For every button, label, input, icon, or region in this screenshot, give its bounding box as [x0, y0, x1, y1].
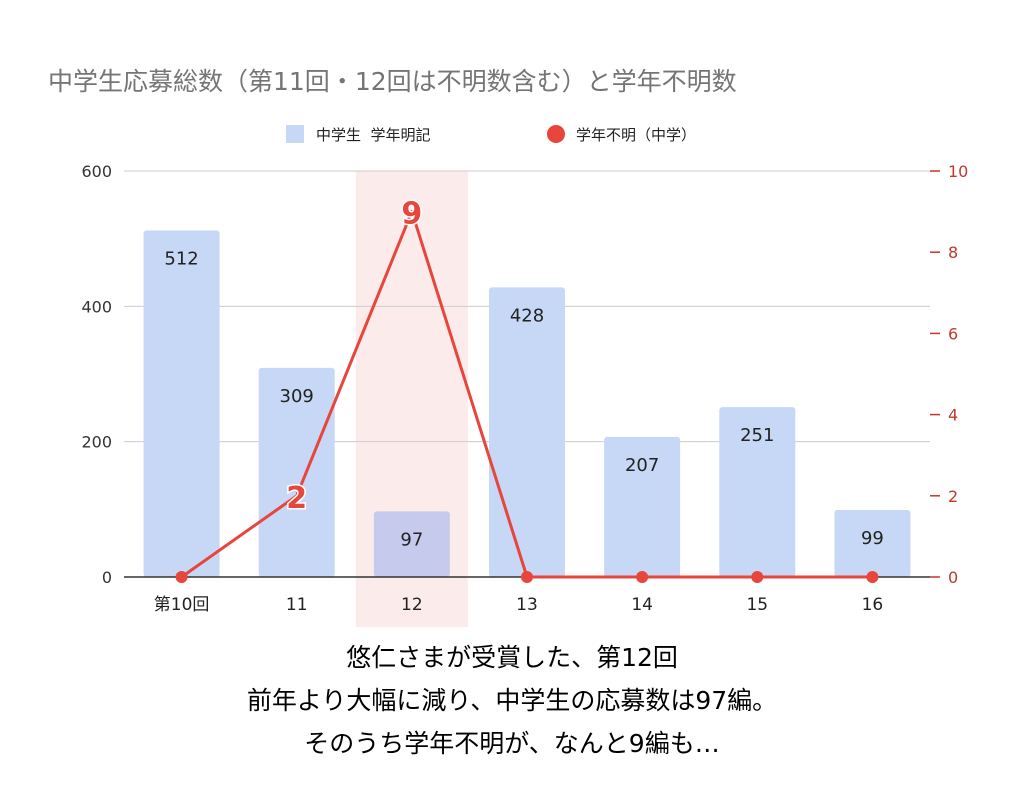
- bar-value-label: 251: [740, 425, 774, 446]
- chart: 中学生応募総数（第11回・12回は不明数含む）と学年不明数 中学生 学年明記 学…: [48, 67, 968, 627]
- bar-value-label: 428: [510, 305, 544, 326]
- bar: [373, 511, 450, 577]
- y-right-tick-label: 4: [948, 406, 958, 425]
- bar: [489, 287, 565, 577]
- bar: [834, 510, 911, 577]
- caption-line-1: 悠仁さまが受賞した、第12回: [346, 643, 678, 672]
- caption-line-3: そのうち学年不明が、なんと9編も…: [304, 729, 720, 758]
- x-tick-label: 16: [862, 595, 884, 615]
- x-tick-label: 第10回: [154, 595, 210, 615]
- caption-line-2: 前年より大幅に減り、中学生の応募数は97編。: [246, 686, 778, 715]
- legend: 中学生 学年明記 学年不明（中学）: [286, 125, 696, 144]
- y-left-tick-label: 0: [102, 568, 112, 587]
- bar-value-label: 97: [400, 529, 423, 550]
- bar: [604, 436, 681, 577]
- y-right-tick-label: 6: [948, 324, 958, 343]
- line-point: [866, 571, 879, 583]
- chart-title: 中学生応募総数（第11回・12回は不明数含む）と学年不明数: [48, 67, 737, 96]
- bar-value-label: 99: [861, 528, 884, 549]
- line-point: [175, 571, 188, 583]
- legend-swatch-bars: [286, 125, 304, 143]
- x-tick-label: 13: [516, 595, 538, 615]
- y-left-tick-label: 400: [81, 297, 112, 316]
- y-left-tick-label: 600: [81, 162, 112, 181]
- x-tick-label: 14: [631, 595, 653, 615]
- y-right-tick-label: 0: [948, 568, 958, 587]
- x-tick-label: 12: [401, 595, 423, 615]
- y-right-tick-label: 10: [948, 162, 968, 181]
- bar: [258, 367, 335, 577]
- bar: [143, 230, 220, 577]
- legend-swatch-line: [547, 125, 565, 143]
- legend-label-bars: 中学生 学年明記: [316, 126, 431, 144]
- x-tick-label: 11: [286, 595, 308, 615]
- plot-area: 0 200 400 600 0 2 4 6 8 10 512 309 97 428 207 251 99 第10回…: [81, 162, 968, 627]
- bar-value-label: 309: [280, 386, 314, 407]
- y-right-tick-label: 2: [948, 487, 958, 506]
- legend-label-line: 学年不明（中学）: [576, 126, 696, 144]
- x-tick-label: 15: [746, 595, 768, 615]
- line-data-label: 2: [286, 481, 307, 516]
- y-right-tick-label: 8: [948, 243, 958, 262]
- bar-value-label: 512: [164, 249, 198, 270]
- line-point: [521, 571, 533, 583]
- line-point: [751, 571, 764, 583]
- line-point: [636, 571, 649, 583]
- y-left-tick-label: 200: [81, 433, 112, 452]
- bar: [719, 407, 796, 577]
- line-data-label: 9: [401, 197, 422, 232]
- bar-value-label: 207: [625, 455, 659, 476]
